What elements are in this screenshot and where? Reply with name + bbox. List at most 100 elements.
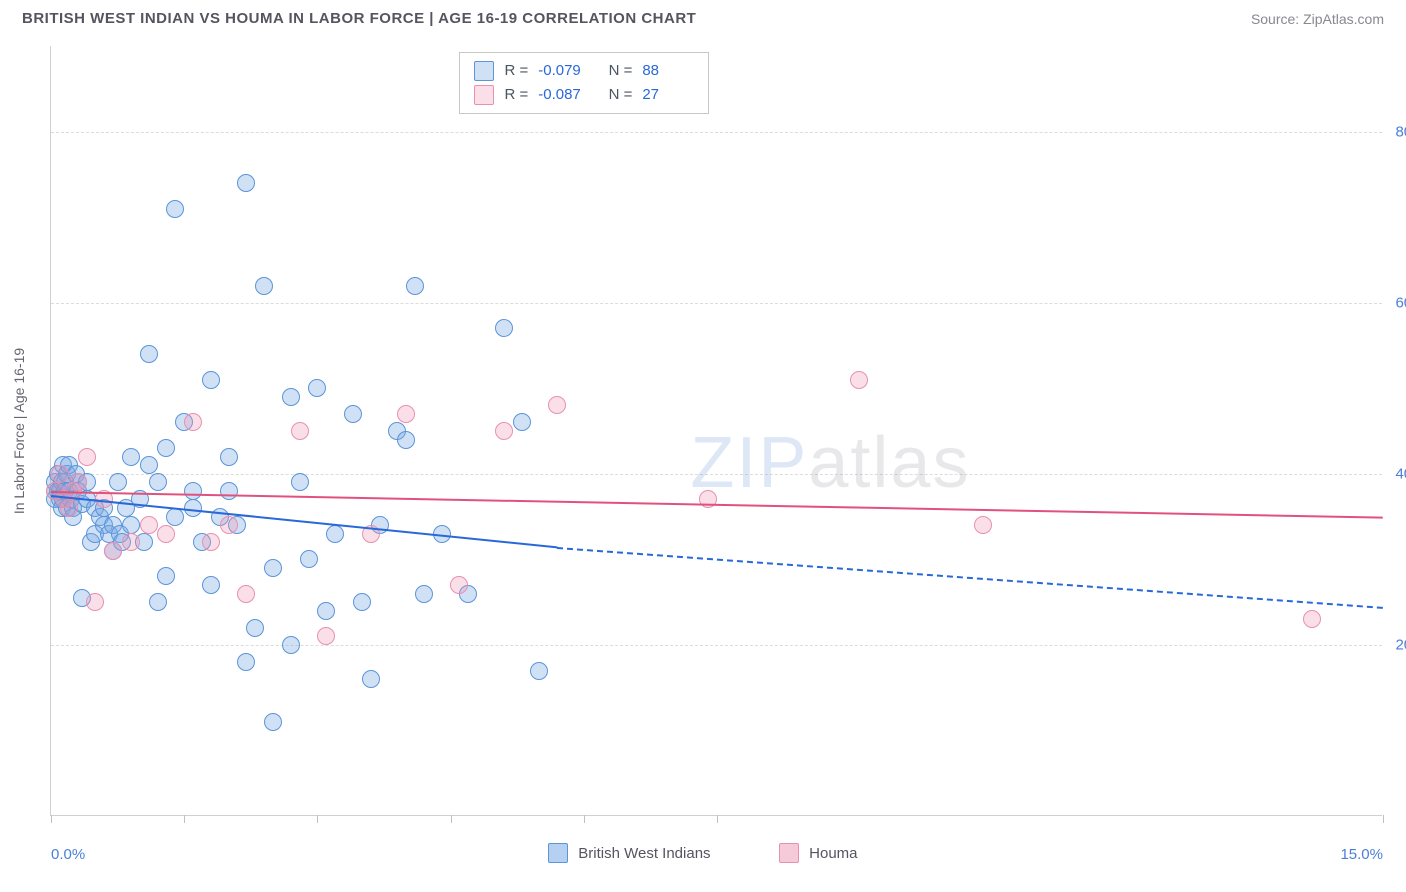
x-axis-tick — [451, 815, 452, 823]
data-point — [317, 602, 335, 620]
data-point — [300, 550, 318, 568]
data-point — [530, 662, 548, 680]
data-point — [344, 405, 362, 423]
data-point — [495, 422, 513, 440]
stat-label: N = — [600, 59, 632, 83]
data-point — [246, 619, 264, 637]
x-axis-tick — [184, 815, 185, 823]
data-point — [317, 627, 335, 645]
trend-line — [557, 547, 1383, 609]
data-point — [282, 636, 300, 654]
y-axis-tick-label: 60.0% — [1395, 294, 1406, 311]
chart-header: BRITISH WEST INDIAN VS HOUMA IN LABOR FO… — [0, 0, 1406, 35]
data-point — [397, 431, 415, 449]
data-point — [104, 542, 122, 560]
legend-swatch — [779, 843, 799, 863]
stats-row: R = -0.079 N = 88 — [474, 59, 694, 83]
data-point — [406, 277, 424, 295]
data-point — [495, 319, 513, 337]
data-point — [140, 456, 158, 474]
series-swatch — [474, 61, 494, 81]
legend-swatch — [548, 843, 568, 863]
source-attribution: Source: ZipAtlas.com — [1251, 11, 1384, 27]
data-point — [237, 174, 255, 192]
data-point — [122, 516, 140, 534]
x-axis-tick — [51, 815, 52, 823]
data-point — [291, 422, 309, 440]
y-axis-tick-label: 20.0% — [1395, 636, 1406, 653]
data-point — [1303, 610, 1321, 628]
r-value: -0.079 — [538, 59, 590, 83]
data-point — [157, 439, 175, 457]
data-point — [149, 593, 167, 611]
data-point — [362, 670, 380, 688]
data-point — [513, 413, 531, 431]
chart-title: BRITISH WEST INDIAN VS HOUMA IN LABOR FO… — [22, 10, 696, 27]
stat-label: N = — [600, 83, 632, 107]
data-point — [264, 559, 282, 577]
series-swatch — [474, 85, 494, 105]
data-point — [220, 448, 238, 466]
data-point — [415, 585, 433, 603]
data-point — [326, 525, 344, 543]
data-point — [122, 533, 140, 551]
data-point — [78, 448, 96, 466]
y-axis-label: In Labor Force | Age 16-19 — [11, 347, 27, 513]
gridline — [51, 303, 1382, 304]
data-point — [140, 516, 158, 534]
data-point — [220, 516, 238, 534]
x-axis-tick — [584, 815, 585, 823]
y-axis-tick-label: 40.0% — [1395, 465, 1406, 482]
data-point — [237, 585, 255, 603]
data-point — [202, 371, 220, 389]
data-point — [202, 533, 220, 551]
n-value: 88 — [642, 59, 694, 83]
stats-row: R = -0.087 N = 27 — [474, 83, 694, 107]
data-point — [157, 567, 175, 585]
y-axis-tick-label: 80.0% — [1395, 123, 1406, 140]
legend-label: British West Indians — [578, 845, 710, 862]
data-point — [184, 413, 202, 431]
gridline — [51, 474, 1382, 475]
data-point — [220, 482, 238, 500]
data-point — [86, 593, 104, 611]
x-axis-tick — [1383, 815, 1384, 823]
data-point — [140, 345, 158, 363]
x-axis-tick — [317, 815, 318, 823]
n-value: 27 — [642, 83, 694, 107]
data-point — [69, 473, 87, 491]
gridline — [51, 645, 1382, 646]
data-point — [202, 576, 220, 594]
data-point — [122, 448, 140, 466]
data-point — [282, 388, 300, 406]
data-point — [397, 405, 415, 423]
stat-label: R = — [504, 83, 528, 107]
x-axis-tick-label: 0.0% — [51, 846, 85, 863]
watermark: ZIPatlas — [690, 422, 970, 504]
data-point — [450, 576, 468, 594]
data-point — [51, 465, 69, 483]
legend-item: British West Indians — [548, 843, 710, 863]
data-point — [149, 473, 167, 491]
data-point — [264, 713, 282, 731]
data-point — [291, 473, 309, 491]
data-point — [850, 371, 868, 389]
data-point — [548, 396, 566, 414]
correlation-stats-box: R = -0.079 N = 88R = -0.087 N = 27 — [459, 52, 709, 114]
data-point — [237, 653, 255, 671]
data-point — [255, 277, 273, 295]
stat-label: R = — [504, 59, 528, 83]
legend-label: Houma — [809, 845, 857, 862]
data-point — [109, 473, 127, 491]
data-point — [974, 516, 992, 534]
data-point — [308, 379, 326, 397]
data-point — [60, 499, 78, 517]
r-value: -0.087 — [538, 83, 590, 107]
data-point — [166, 200, 184, 218]
data-point — [353, 593, 371, 611]
x-axis-tick — [717, 815, 718, 823]
x-axis-tick-label: 15.0% — [1340, 846, 1383, 863]
data-point — [184, 482, 202, 500]
data-point — [157, 525, 175, 543]
gridline — [51, 132, 1382, 133]
